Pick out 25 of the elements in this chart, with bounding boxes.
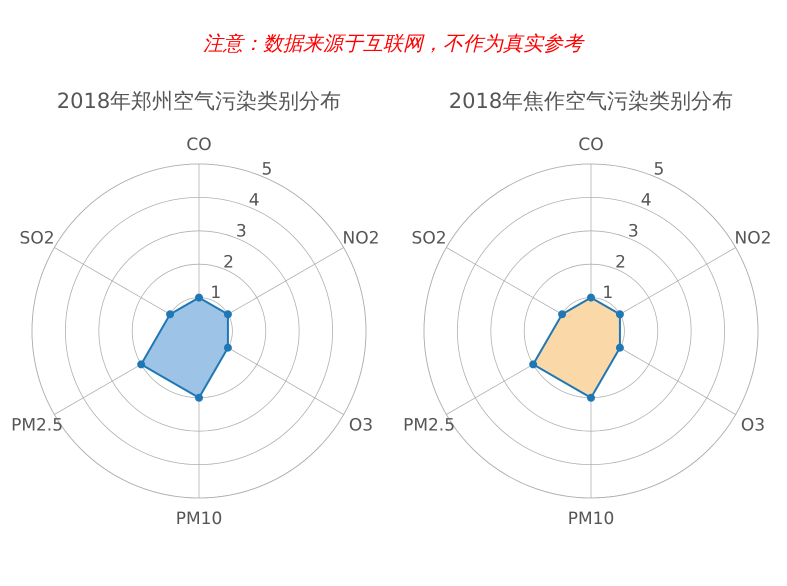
spoke-label: SO2	[412, 228, 447, 248]
y-tick-label: 3	[236, 221, 247, 242]
y-tick-label: 2	[223, 252, 234, 272]
spoke-label: SO2	[20, 228, 55, 248]
spoke-label: O3	[740, 416, 766, 436]
chart-title: 2018年焦作空气污染类别分布	[448, 89, 734, 113]
y-tick-label: 3	[628, 221, 639, 242]
chart-title: 2018年郑州空气污染类别分布	[56, 89, 342, 113]
y-tick-label: 4	[640, 190, 652, 211]
spoke-label: NO2	[734, 228, 772, 248]
y-tick-label: 5	[653, 160, 664, 180]
spoke-label: O3	[348, 416, 374, 436]
y-tick-label: 5	[261, 160, 272, 180]
spoke-label: CO	[186, 135, 212, 155]
spoke-label: PM2.5	[403, 416, 456, 436]
y-tick-label: 4	[248, 190, 260, 211]
spoke-label: NO2	[342, 228, 380, 248]
spoke-label: PM2.5	[11, 416, 64, 436]
text: 注意：数据来源于互联网，不作为真实参考	[203, 31, 585, 55]
y-tick-label: 1	[602, 283, 614, 304]
spoke-label: CO	[578, 135, 604, 155]
y-tick-label: 1	[210, 283, 222, 304]
y-tick-label: 2	[615, 252, 626, 272]
spoke-label: PM10	[176, 509, 222, 529]
spoke-label: PM10	[568, 509, 614, 529]
